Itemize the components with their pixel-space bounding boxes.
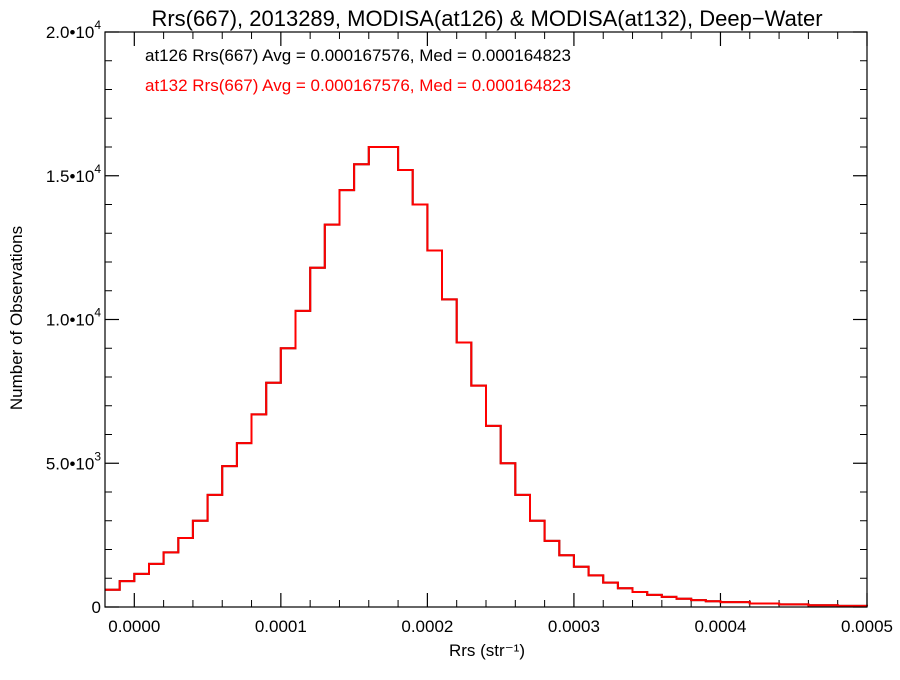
- y-axis-label: Number of Observations: [7, 226, 26, 410]
- annotation-layer: at126 Rrs(667) Avg = 0.000167576, Med = …: [145, 46, 571, 95]
- x-axis-label: Rrs (str⁻¹): [449, 641, 525, 660]
- x-tick-label: 0.0005: [841, 617, 893, 636]
- x-tick-label: 0.0004: [694, 617, 746, 636]
- y-tick-label: 1.5•104: [46, 162, 102, 186]
- annotation-0: at126 Rrs(667) Avg = 0.000167576, Med = …: [145, 46, 571, 65]
- y-tick-label: 5.0•103: [46, 449, 102, 473]
- ticks-layer: 0.0000 0.0001 0.0002 0.0003 0.0004 0.0005 0 5.0…: [46, 18, 893, 636]
- x-tick-label: 0.0003: [548, 617, 600, 636]
- x-tick-label: 0.0001: [255, 617, 307, 636]
- chart-title: Rrs(667), 2013289, MODISA(at126) & MODIS…: [151, 6, 822, 31]
- series-layer: [105, 146, 868, 607]
- histogram-series-1: [105, 146, 868, 607]
- x-tick-label: 0.0000: [108, 617, 160, 636]
- x-tick-label: 0.0002: [401, 617, 453, 636]
- annotation-1: at132 Rrs(667) Avg = 0.000167576, Med = …: [145, 76, 571, 95]
- plot-frame: [104, 31, 868, 608]
- y-tick-label: 2.0•104: [46, 18, 102, 42]
- y-tick-label: 0: [92, 598, 101, 617]
- y-tick-label: 1.0•104: [46, 306, 102, 330]
